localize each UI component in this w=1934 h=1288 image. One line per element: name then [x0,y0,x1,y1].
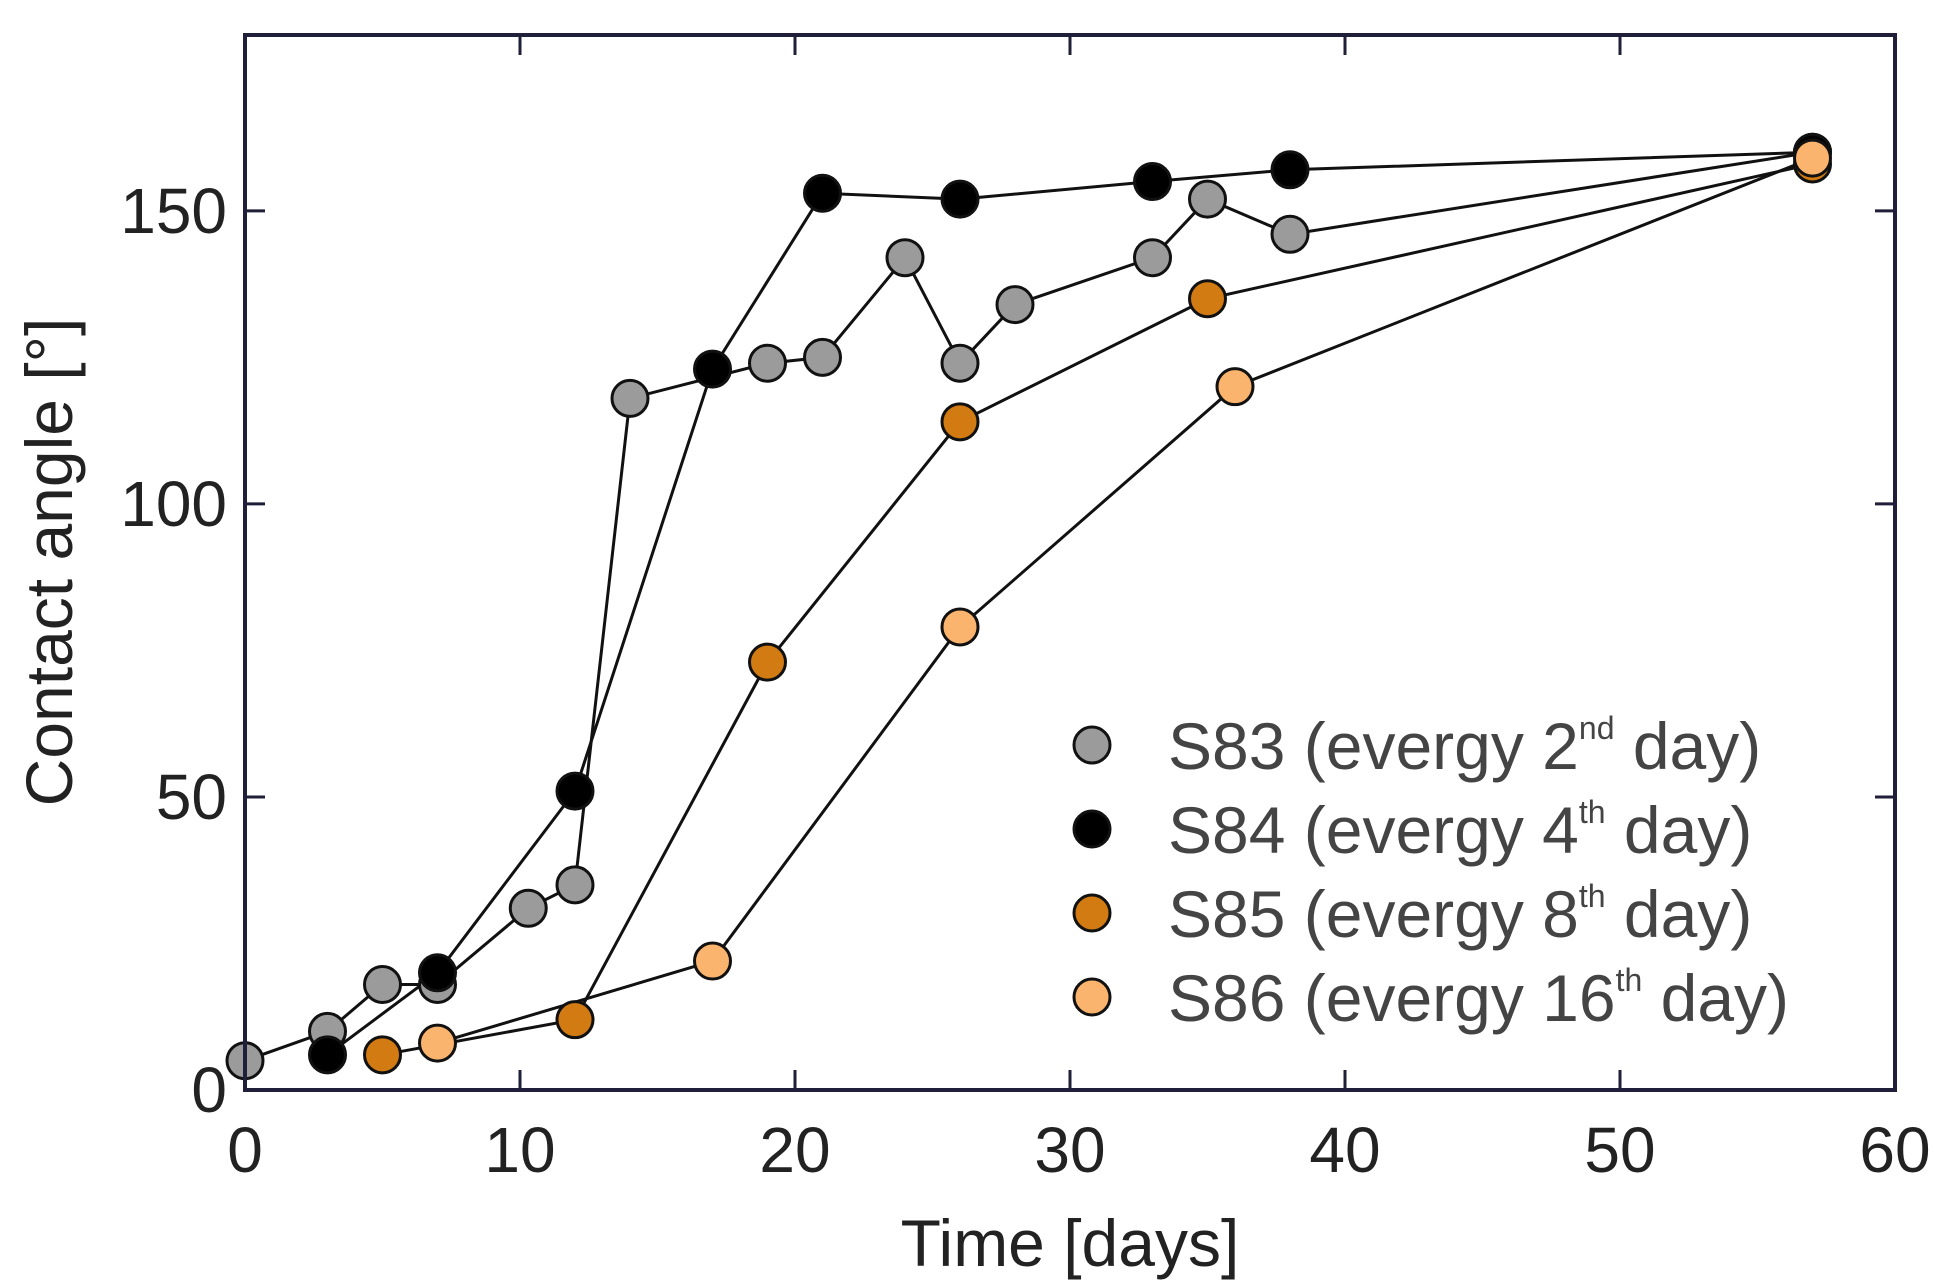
data-point-s85 [748,642,787,682]
y-tick-label: 0 [191,1054,227,1126]
data-point-s83 [508,888,548,928]
series-line-s85 [382,162,1813,1057]
legend-label: S86 (evergy 16th day) [1168,961,1789,1035]
data-point-s84 [693,349,732,389]
y-axis-label: Contact angle [°] [12,318,86,807]
legend-label: S85 (evergy 8th day) [1168,877,1752,951]
data-point-s83 [748,343,787,383]
legend: S83 (evergy 2nd day) S84 (evergy 4th day)… [1072,709,1789,1035]
data-point-s84 [555,771,595,811]
data-point-s85 [363,1035,402,1075]
x-tick-label: 50 [1584,1114,1655,1186]
data-point-s83 [940,343,980,383]
data-point-s84 [308,1035,347,1075]
data-point-s83 [1188,179,1227,219]
x-tick-label: 20 [759,1114,830,1186]
legend-marker [1072,725,1112,765]
legend-entry-s83: S83 (evergy 2nd day) [1072,709,1761,783]
data-point-s86 [1215,367,1255,407]
data-point-s84 [803,173,842,213]
y-tick-label: 150 [120,175,227,247]
data-point-s83 [610,378,650,418]
data-point-s86 [418,1023,457,1063]
data-point-s83 [363,965,402,1004]
data-point-s85 [940,402,980,442]
x-tick-label: 10 [484,1114,555,1186]
data-point-s83 [885,238,925,278]
legend-entry-s86: S86 (evergy 16th day) [1072,961,1789,1035]
legend-marker [1072,893,1112,933]
data-point-s83 [995,285,1035,325]
data-point-s86 [940,607,980,647]
series-line-s83 [244,150,1813,1063]
y-tick-label: 100 [120,468,227,540]
x-tick-label: 0 [227,1114,263,1186]
x-tick-label: 40 [1309,1114,1380,1186]
data-point-s83 [803,337,842,377]
data-point-s84 [418,953,457,993]
data-point-s86 [693,941,732,981]
data-point-s83 [1133,238,1172,278]
legend-label: S83 (evergy 2nd day) [1168,709,1761,783]
x-tick-label: 30 [1034,1114,1105,1186]
data-point-s83 [555,865,595,905]
data-point-s84 [1133,162,1172,202]
tick-labels: 0 10 20 30 40 50 60 0 50 100 150 [120,175,1930,1186]
legend-marker [1072,977,1112,1017]
series-points [225,132,1832,1081]
data-point-s84 [940,179,980,219]
y-tick-label: 50 [156,761,227,833]
x-axis-label: Time [days] [901,1206,1240,1280]
data-point-s85 [1188,279,1227,319]
plot-frame [243,33,1897,1092]
legend-label: S84 (evergy 4th day) [1168,793,1752,867]
legend-entry-s84: S84 (evergy 4th day) [1072,793,1752,867]
data-point-s83 [1270,214,1310,254]
legend-entry-s85: S85 (evergy 8th day) [1072,877,1752,951]
x-tick-label: 60 [1859,1114,1930,1186]
data-point-s86 [1793,138,1832,178]
data-point-s84 [1270,150,1310,190]
series-line-s84 [326,150,1813,1057]
data-point-s85 [555,1000,595,1040]
legend-marker [1072,809,1112,849]
